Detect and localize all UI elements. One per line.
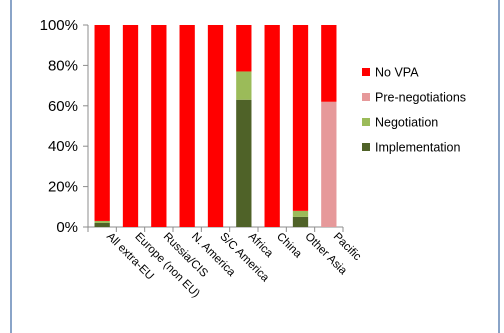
y-tick-label: 40% [48,138,78,155]
bar-all-extra-eu-implementation [94,222,110,227]
bar-s-c-america-no-vpa [207,25,224,227]
bar-other-asia-negotiation [292,210,309,217]
y-tick-label: 80% [48,57,78,74]
legend-label-pre-negotiations: Pre-negotiations [375,91,466,105]
legend-swatch-no-vpa [362,68,370,76]
bar-africa-negotiation [236,71,252,100]
bar-n-america-no-vpa [179,25,195,227]
legend-swatch-negotiation [362,118,370,126]
y-tick-label: 100% [40,17,78,34]
legend-label-no-vpa: No VPA [375,66,419,80]
bar-china-no-vpa [264,25,280,227]
bar-pacific-pre-negotiations [321,101,337,227]
y-tick-label: 60% [48,98,78,115]
y-tick-label: 0% [56,219,78,236]
y-tick-labels: 0% 20% 40% 60% 80% 100% [40,17,78,236]
bars [94,25,337,227]
left-window-edge [0,0,12,333]
legend-label-implementation: Implementation [375,141,461,155]
y-tick-label: 20% [48,179,78,196]
bar-pacific-no-vpa [321,25,337,102]
bar-all-extra-eu-no-vpa [94,25,110,221]
right-window-edge [498,0,504,333]
bar-africa-implementation [236,99,252,227]
legend-label-negotiation: Negotiation [375,116,438,130]
bar-other-asia-implementation [292,216,309,227]
bar-africa-no-vpa [236,25,252,72]
x-tick-label: China [274,231,304,261]
legend-swatch-pre-negotiations [362,93,370,101]
legend: No VPA Pre-negotiations Negotiation Impleme… [362,66,466,155]
legend-swatch-implementation [362,143,370,151]
bar-russia-cis-no-vpa [151,25,167,227]
bar-europe-non-eu-no-vpa [122,25,139,227]
bar-other-asia-no-vpa [292,25,309,211]
bar-all-extra-eu-negotiation [94,220,110,223]
